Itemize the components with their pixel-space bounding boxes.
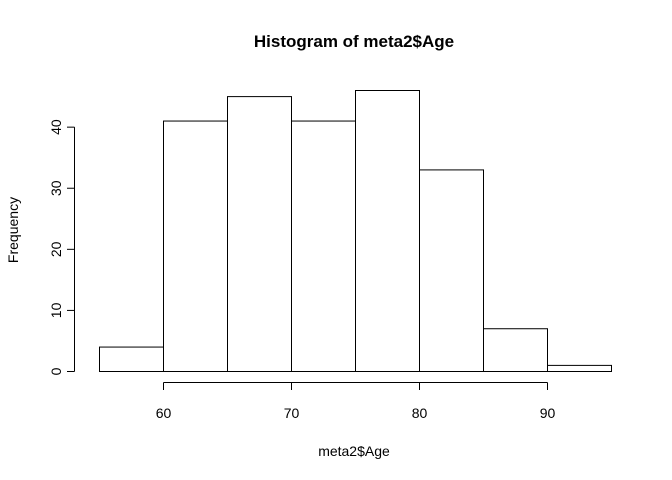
y-tick-label-0: 0	[48, 367, 64, 375]
chart-title: Histogram of meta2$Age	[254, 32, 454, 51]
x-tick-label-70: 70	[284, 405, 300, 421]
histogram-bar-3	[291, 120, 356, 373]
histogram-bar-4	[355, 90, 420, 372]
y-axis: 0 10 20 30 40	[48, 119, 75, 375]
histogram-bar-0	[99, 346, 164, 372]
histogram-bar-6	[483, 328, 548, 373]
y-tick-label-30: 30	[48, 180, 64, 196]
x-axis-label: meta2$Age	[318, 443, 390, 459]
y-tick-label-20: 20	[48, 241, 64, 257]
bars-group	[99, 90, 612, 373]
histogram-bar-1	[163, 120, 228, 373]
x-tick-label-90: 90	[540, 405, 556, 421]
x-tick-label-80: 80	[412, 405, 428, 421]
x-tick-label-60: 60	[156, 405, 172, 421]
y-axis-label: Frequency	[5, 197, 21, 263]
x-axis: 60 70 80 90	[156, 382, 556, 421]
histogram-bar-7	[547, 364, 612, 372]
y-tick-label-10: 10	[48, 302, 64, 318]
histogram-bar-5	[419, 169, 484, 372]
y-tick-label-40: 40	[48, 119, 64, 135]
histogram-bar-2	[227, 96, 292, 372]
